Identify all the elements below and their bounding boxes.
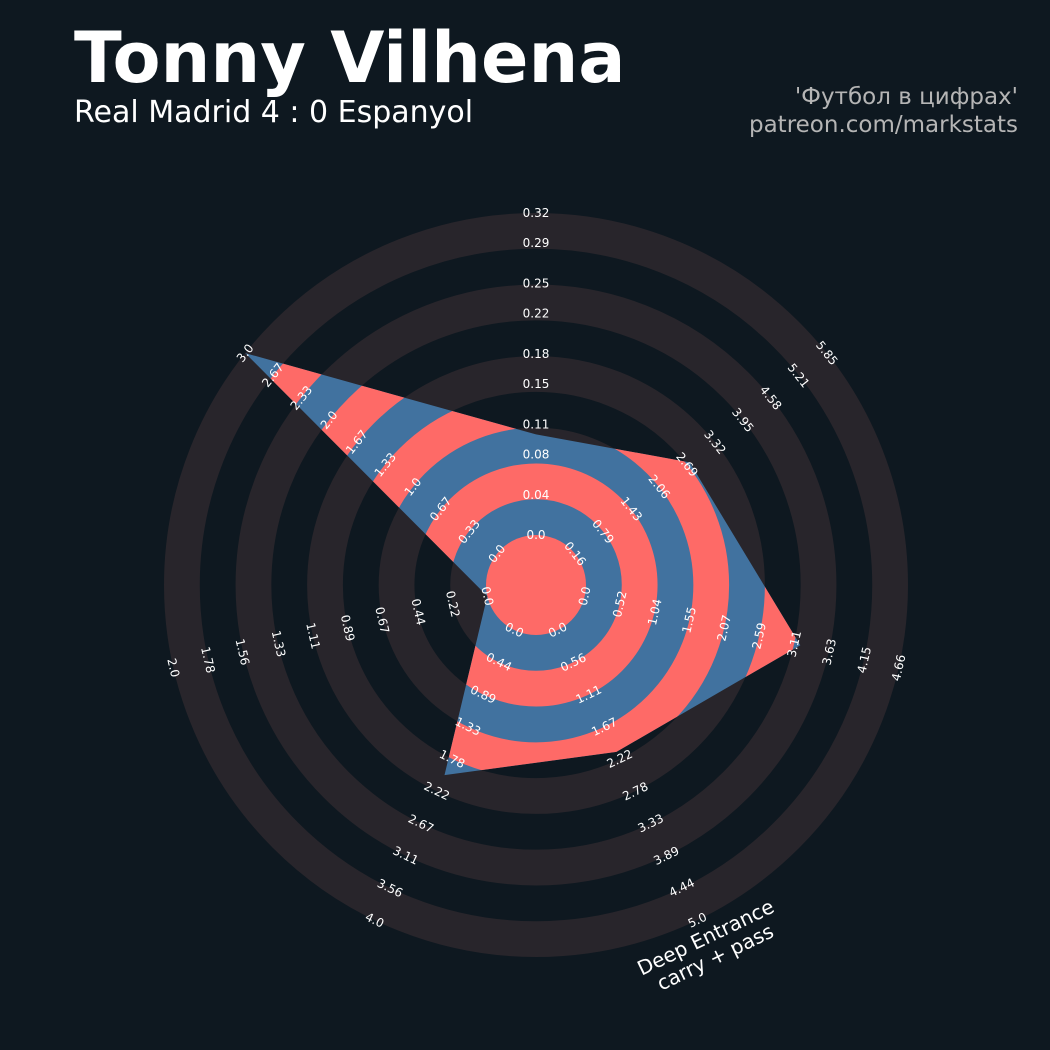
chart-title: Tonny Vilhena bbox=[74, 17, 626, 99]
tick-label: 2.07 bbox=[714, 613, 734, 642]
ring bbox=[235, 284, 837, 886]
tick-label: 1.04 bbox=[645, 598, 665, 627]
tick-label: 1.11 bbox=[303, 621, 323, 650]
tick-label: 0.04 bbox=[523, 488, 550, 502]
tick-label: 4.15 bbox=[855, 645, 875, 674]
tick-label: 0.25 bbox=[523, 276, 550, 290]
tick-label: 0.29 bbox=[523, 236, 550, 250]
radar-ring bbox=[486, 535, 586, 635]
tick-label: 0.08 bbox=[523, 448, 550, 462]
tick-label: 0.44 bbox=[408, 597, 428, 626]
tick-label: 0.0 bbox=[576, 585, 594, 607]
credit: patreon.com/markstats bbox=[749, 112, 1018, 138]
tick-label: 0.32 bbox=[523, 206, 550, 220]
tick-label: 0.0 bbox=[478, 585, 496, 607]
ring bbox=[163, 212, 909, 958]
tick-label: 1.56 bbox=[233, 637, 253, 666]
tick-label: 1.78 bbox=[198, 645, 218, 674]
chart-subtitle: Real Madrid 4 : 0 Espanyol bbox=[74, 95, 473, 130]
tick-label: 0.52 bbox=[610, 590, 630, 619]
tick-label: 0.22 bbox=[443, 589, 463, 618]
tick-label: 4.66 bbox=[889, 653, 909, 682]
tick-label: 1.55 bbox=[679, 605, 699, 634]
tick-label: 1.33 bbox=[269, 629, 289, 658]
tick-label: 3.11 bbox=[785, 629, 805, 658]
credit: 'Футбол в цифрах' bbox=[795, 84, 1018, 110]
tick-label: 0.0 bbox=[526, 528, 545, 542]
tick-label: 0.67 bbox=[372, 606, 392, 635]
tick-label: 2.0 bbox=[164, 657, 182, 679]
tick-label: 0.89 bbox=[338, 613, 358, 642]
tick-label: 2.59 bbox=[749, 621, 769, 650]
tick-label: 0.18 bbox=[523, 347, 550, 361]
tick-label: 0.22 bbox=[523, 307, 550, 321]
tick-label: 3.63 bbox=[820, 637, 840, 666]
tick-label: 0.15 bbox=[523, 377, 550, 391]
tick-label: 0.11 bbox=[523, 417, 550, 431]
